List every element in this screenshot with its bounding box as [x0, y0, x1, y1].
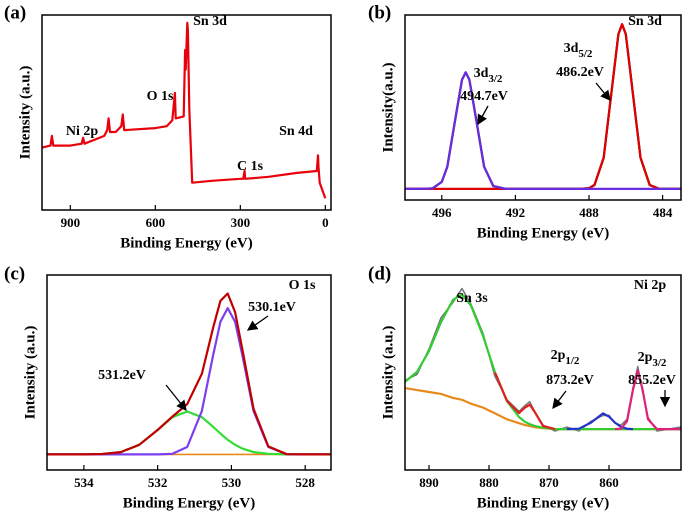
arrow — [477, 105, 489, 126]
x-tick-label: 492 — [506, 205, 526, 220]
panel-label: (d) — [368, 263, 391, 284]
annotation: 486.2eV — [556, 65, 604, 80]
x-tick-label: 532 — [148, 475, 168, 490]
x-tick-label: 488 — [579, 205, 599, 220]
x-tick-label: 900 — [61, 215, 81, 230]
plot-frame — [404, 274, 682, 471]
x-axis-label: Binding Energy (eV) — [123, 495, 256, 511]
annotation: 530.1eV — [248, 300, 296, 315]
spectrum-line — [404, 387, 681, 431]
annotation: 2p1/2 — [551, 348, 580, 366]
arrow — [552, 390, 567, 410]
annotation-subscript: 1/2 — [565, 355, 580, 367]
annotation: 494.7eV — [460, 89, 508, 104]
x-tick-label: 890 — [419, 475, 439, 490]
y-axis-label: Intensity (a.u.) — [22, 326, 38, 420]
x-tick-label: 0 — [322, 215, 329, 230]
annotation: 531.2eV — [98, 368, 146, 383]
annotation: Sn 3d — [193, 14, 227, 29]
x-axis-label: Binding Energy (eV) — [477, 495, 610, 511]
x-axis-label: Binding Energy (eV) — [120, 235, 253, 251]
x-tick-label: 484 — [653, 205, 673, 220]
x-tick-label: 534 — [74, 475, 94, 490]
annotation: Ni 2p — [634, 278, 667, 293]
spectrum-line — [41, 21, 327, 199]
plot-frame — [41, 14, 332, 211]
spectrum-line — [614, 369, 681, 431]
y-axis-label: Intensity (a.u.) — [380, 326, 396, 420]
x-axis-label: Binding Energy (eV) — [477, 225, 610, 241]
spectrum-line — [405, 71, 681, 190]
annotation: O 1s — [147, 89, 174, 104]
spectrum-line — [47, 307, 331, 456]
annotation: O 1s — [289, 278, 316, 293]
spectrum-line — [405, 23, 681, 190]
spectrum-line — [47, 292, 331, 456]
x-tick-label: 880 — [479, 475, 499, 490]
spectrum-line — [566, 412, 634, 431]
spectrum-line — [493, 372, 556, 431]
annotation: 3d3/2 — [474, 66, 503, 84]
plot-frame — [46, 274, 332, 471]
annotation-subscript: 3/2 — [652, 357, 667, 369]
annotation: Sn 3d — [628, 14, 662, 29]
annotation-subscript: 5/2 — [578, 48, 593, 60]
annotation: C 1s — [237, 159, 264, 174]
annotation-main: 3d — [564, 41, 579, 56]
x-tick-label: 530 — [222, 475, 242, 490]
spectrum-line — [47, 410, 331, 456]
panel-label: (a) — [4, 2, 26, 23]
x-tick-label: 870 — [539, 475, 559, 490]
annotation-main: 2p — [551, 348, 566, 363]
annotation: 873.2eV — [546, 373, 594, 388]
y-axis-label: Intensity(a.u.) — [380, 62, 396, 152]
annotation: 855.2eV — [628, 373, 676, 388]
annotation-main: 2p — [638, 350, 653, 365]
x-tick-label: 496 — [432, 205, 452, 220]
spectrum-line — [404, 287, 682, 432]
annotation-main: 3d — [474, 66, 489, 81]
annotation: Sn 4d — [279, 124, 313, 139]
annotation: 3d5/2 — [564, 41, 593, 59]
annotation: Sn 3s — [456, 291, 488, 306]
y-axis-label: Intensity (a.u.) — [17, 66, 33, 160]
arrow — [595, 82, 611, 102]
x-tick-label: 600 — [146, 215, 166, 230]
annotation: 2p3/2 — [638, 350, 667, 368]
panel-label: (c) — [4, 263, 25, 284]
x-tick-label: 300 — [231, 215, 251, 230]
arrow — [165, 384, 187, 412]
panel-label: (b) — [368, 2, 391, 23]
arrow — [246, 315, 269, 331]
plot-frame — [404, 14, 682, 201]
annotation-subscript: 3/2 — [488, 73, 503, 85]
spectrum-line — [405, 23, 681, 190]
x-tick-label: 528 — [295, 475, 315, 490]
x-tick-label: 860 — [599, 475, 619, 490]
annotation: Ni 2p — [66, 124, 99, 139]
